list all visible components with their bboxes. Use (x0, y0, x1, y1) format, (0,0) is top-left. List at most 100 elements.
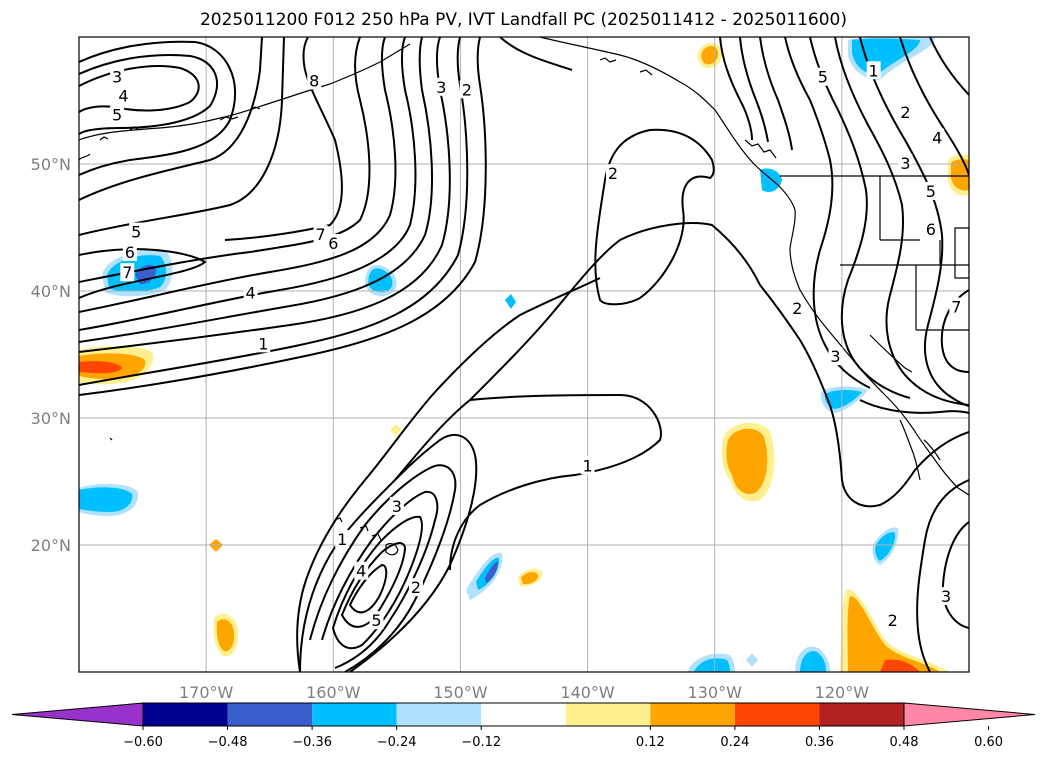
colorbar-segment (481, 703, 566, 726)
colorbar-segment (227, 703, 313, 726)
pv-contour-label: 5 (818, 68, 828, 87)
pv-contour-label: 4 (118, 87, 128, 106)
pv-contour-label: 2 (608, 164, 618, 183)
colorbar-segment (396, 703, 482, 726)
map-title: 2025011200 F012 250 hPa PV, IVT Landfall… (199, 10, 847, 30)
colorbar: −0.60 −0.48 −0.36 −0.24 −0.12 0.12 0.24 0.36 0.4… (11, 702, 1036, 750)
colorbar-segment (312, 703, 397, 726)
lat-tick-label: 20°N (31, 536, 71, 555)
colorbar-tick-label: 0.12 (636, 735, 665, 750)
colorbar-segment (565, 703, 651, 726)
lat-tick-label: 50°N (31, 155, 71, 174)
colorbar-segment (650, 703, 735, 726)
pv-contour-label: 5 (926, 182, 936, 201)
contour-label-bg (120, 263, 135, 282)
longitude-labels: 170°W 160°W 150°W 140°W 130°W 120°W (179, 683, 869, 702)
colorbar-outline (142, 702, 905, 727)
lon-tick-label: 170°W (179, 683, 234, 702)
pv-contour-label: 3 (830, 347, 840, 366)
pv-contour-label: 3 (436, 78, 446, 97)
colorbar-tick-label: −0.12 (461, 735, 501, 750)
pv-contour-label: 5 (371, 611, 381, 630)
pv-contour-label: 6 (125, 243, 135, 262)
map-area (79, 37, 969, 672)
contour-label-bg (243, 283, 258, 302)
colorbar-extend-high (903, 702, 1036, 727)
contour-label-bg (949, 297, 964, 316)
colorbar-extend-low (11, 702, 144, 727)
lon-tick-label: 140°W (560, 683, 615, 702)
pv-contour-label: 1 (258, 334, 268, 353)
pv-contour-label: 2 (411, 578, 421, 597)
latitude-labels: 50°N 40°N 30°N 20°N (31, 155, 71, 555)
contour-label-bg (307, 71, 322, 90)
map-frame (78, 36, 970, 673)
colorbar-tick-label: 0.60 (974, 735, 1003, 750)
contour-label-bg (828, 347, 843, 366)
lat-tick-label: 30°N (31, 409, 71, 428)
lon-tick-label: 150°W (433, 683, 488, 702)
contour-label-bg (408, 578, 423, 597)
contour-label-bg (256, 334, 271, 353)
colorbar-tick-label: 0.48 (890, 735, 919, 750)
pv-contour-label: 1 (337, 530, 347, 549)
contour-label-bg (790, 298, 805, 317)
contour-label-bg (580, 456, 595, 475)
contour-label-bg (898, 103, 913, 122)
colorbar-tick-label: −0.36 (292, 735, 332, 750)
contour-label-bg (885, 611, 900, 630)
lat-tick-label: 40°N (31, 282, 71, 301)
pv-contour-label: 6 (328, 234, 338, 253)
contour-label-bg (939, 587, 954, 606)
pv-contour-label: 3 (392, 497, 402, 516)
contour-label-bg (110, 67, 125, 86)
pv-contour-label: 3 (900, 154, 910, 173)
contour-label-bg (313, 225, 328, 244)
graticule (79, 37, 969, 672)
colorbar-segment (734, 703, 820, 726)
colorbar-tick-label: 0.36 (805, 735, 834, 750)
contour-label-bg (459, 80, 474, 99)
colorbar-tick-label: −0.24 (377, 735, 417, 750)
contour-label-bg (898, 154, 913, 172)
colorbar-segment (819, 703, 904, 726)
pv-contour-label: 1 (869, 61, 879, 80)
pv-contour-label: 1 (582, 456, 592, 475)
contour-label-bg (129, 222, 144, 241)
contour-label-bg (923, 181, 938, 200)
contour-label-bg (434, 77, 449, 96)
pv-contour-label: 6 (926, 220, 936, 239)
colorbar-tick-label: −0.60 (123, 735, 163, 750)
pv-contour-label: 2 (792, 299, 802, 318)
pv-contour-label: 7 (122, 263, 132, 282)
lon-tick-label: 160°W (306, 683, 361, 702)
contour-label-bg (326, 234, 341, 253)
pv-contour-label: 3 (941, 587, 951, 606)
ivt-shading (79, 37, 969, 672)
contour-label-bg (116, 86, 131, 105)
contour-label-bg (110, 105, 125, 124)
contour-label-bg (389, 496, 404, 515)
contour-label-bg (923, 220, 938, 239)
pv-contour-label: 7 (951, 298, 961, 317)
pv-contour-label: 2 (888, 611, 898, 630)
pv-contour-label: 2 (900, 103, 910, 122)
pv-contour-label: 5 (112, 106, 122, 125)
contour-label-bg (335, 529, 350, 548)
contour-label-bg (866, 61, 881, 80)
pv-contour-label: 4 (246, 284, 256, 303)
contour-label-bg (815, 67, 830, 86)
contour-label-bg (369, 611, 384, 630)
lon-tick-label: 130°W (688, 683, 743, 702)
contour-label-bg (606, 164, 620, 183)
lon-tick-label: 120°W (815, 683, 870, 702)
pv-contour-label: 4 (932, 129, 942, 148)
contour-label-bg (930, 128, 945, 147)
pv-contour-label: 3 (112, 68, 122, 87)
pv-contour-label: 5 (131, 223, 141, 242)
pv-contour-label: 2 (462, 80, 472, 99)
contour-label-bg (354, 561, 369, 580)
colorbar-segment (143, 703, 228, 726)
